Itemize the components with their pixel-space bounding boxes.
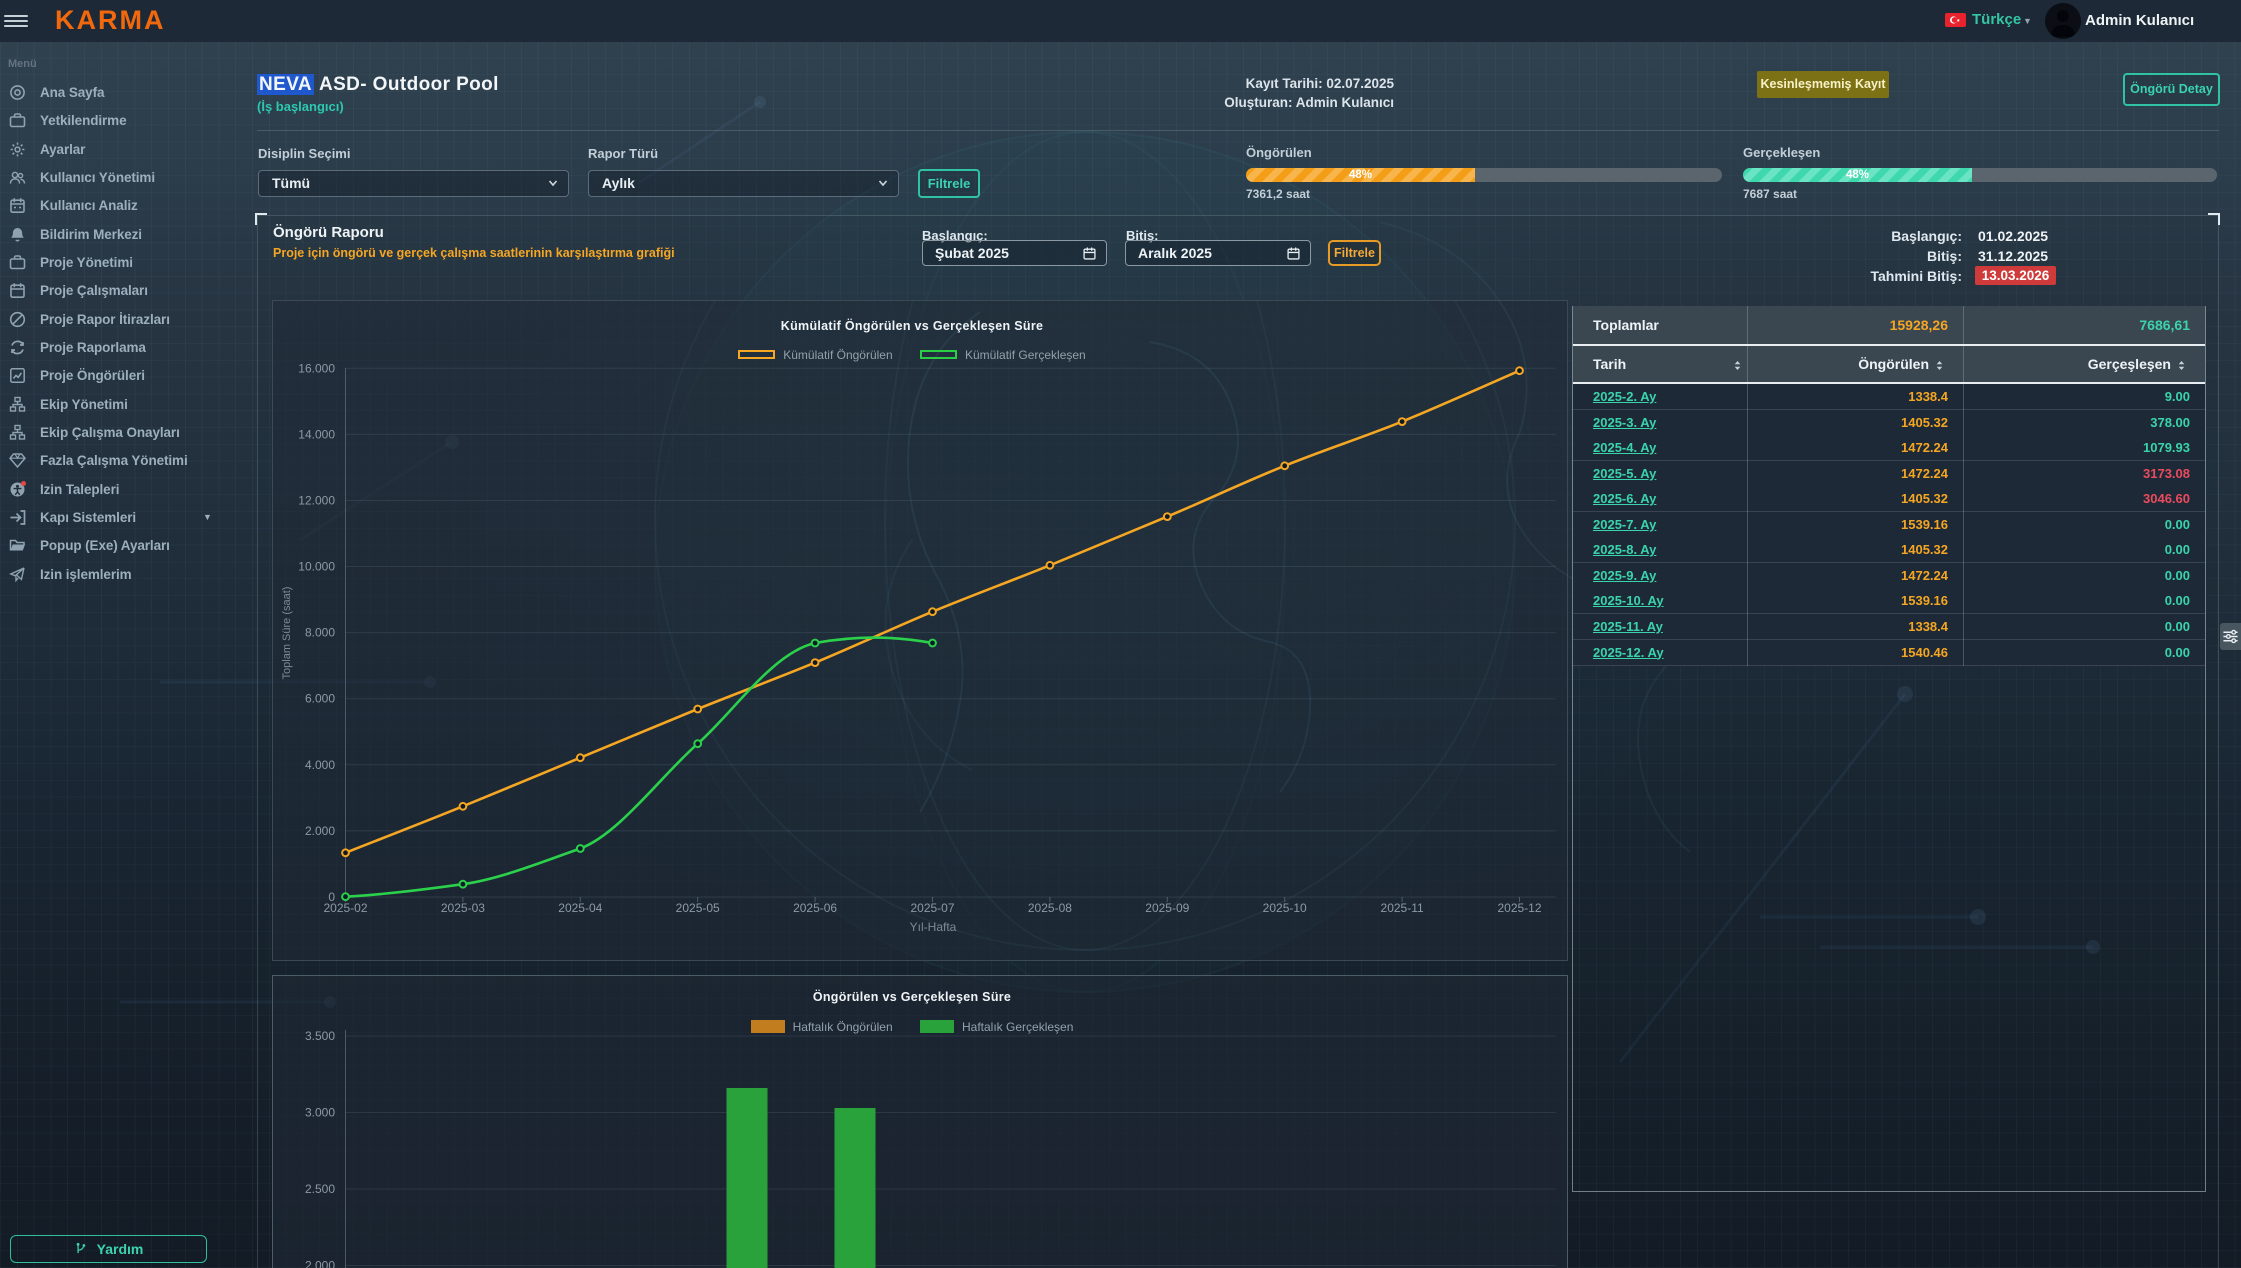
svg-text:2025-03: 2025-03 xyxy=(441,901,485,915)
svg-text:8.000: 8.000 xyxy=(305,626,335,640)
svg-text:2025-06: 2025-06 xyxy=(793,901,837,915)
svg-text:12.000: 12.000 xyxy=(298,494,335,508)
svg-text:2025-05: 2025-05 xyxy=(676,901,720,915)
svg-text:2025-12: 2025-12 xyxy=(1497,901,1541,915)
svg-text:2025-02: 2025-02 xyxy=(323,901,367,915)
svg-text:4.000: 4.000 xyxy=(305,758,335,772)
svg-text:2025-08: 2025-08 xyxy=(1028,901,1072,915)
svg-text:Yıl-Hafta: Yıl-Hafta xyxy=(910,920,957,934)
svg-text:2.000: 2.000 xyxy=(305,824,335,838)
svg-text:3.500: 3.500 xyxy=(305,1029,335,1043)
svg-text:2025-07: 2025-07 xyxy=(910,901,954,915)
svg-text:2025-10: 2025-10 xyxy=(1263,901,1307,915)
svg-text:2025-04: 2025-04 xyxy=(558,901,602,915)
svg-text:2025-11: 2025-11 xyxy=(1381,901,1424,915)
svg-text:3.000: 3.000 xyxy=(305,1106,335,1120)
svg-text:2025-09: 2025-09 xyxy=(1145,901,1189,915)
svg-text:0: 0 xyxy=(328,890,335,904)
svg-text:14.000: 14.000 xyxy=(298,427,335,441)
svg-text:2.000: 2.000 xyxy=(305,1259,335,1268)
svg-text:6.000: 6.000 xyxy=(305,692,335,706)
svg-text:10.000: 10.000 xyxy=(298,560,335,574)
svg-text:16.000: 16.000 xyxy=(298,361,335,375)
svg-text:2.500: 2.500 xyxy=(305,1182,335,1196)
svg-text:Toplam Süre (saat): Toplam Süre (saat) xyxy=(281,587,293,680)
